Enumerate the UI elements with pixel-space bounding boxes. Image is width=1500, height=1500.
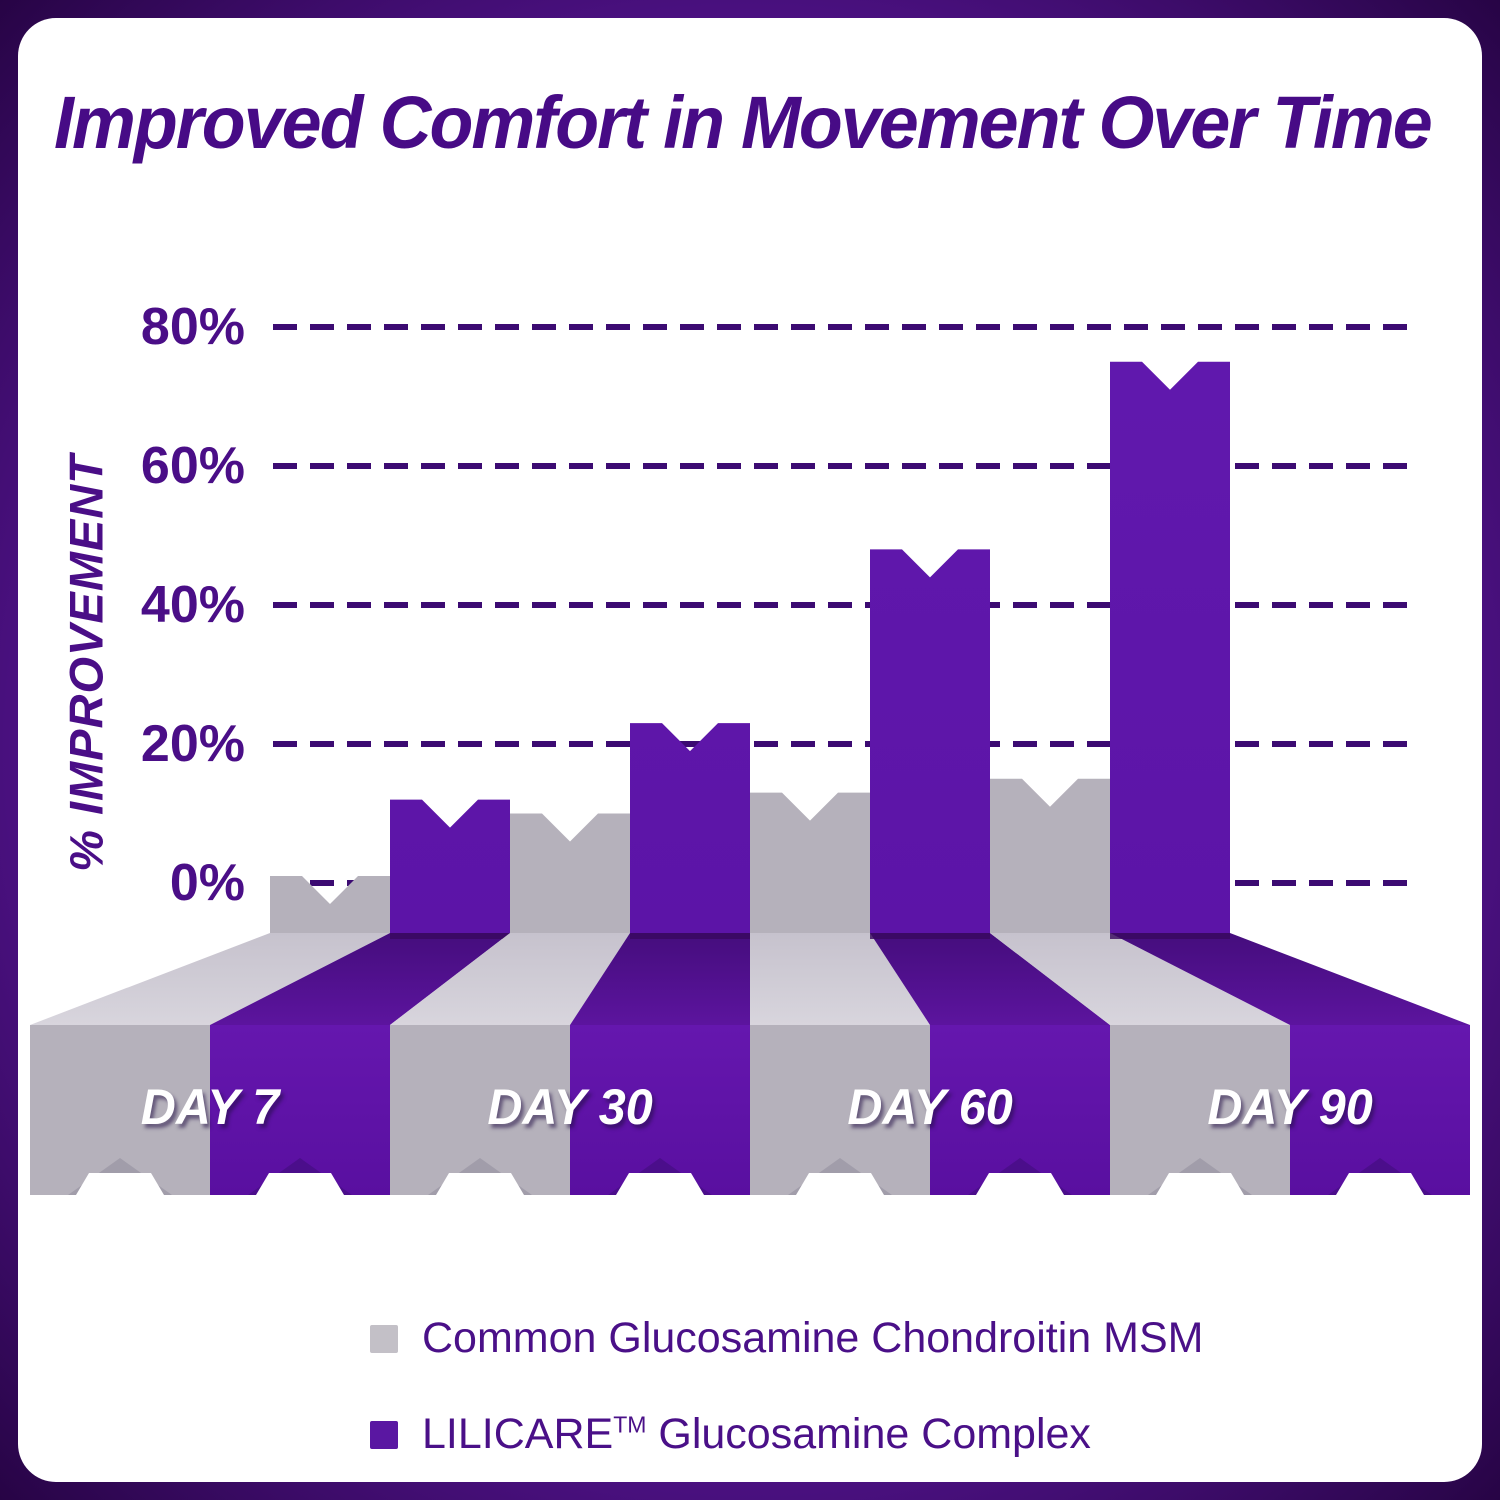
front-purple-1-cut xyxy=(616,1173,704,1195)
legend-brand-name: LILICARE xyxy=(422,1410,614,1458)
front-gray-1-cut xyxy=(436,1173,524,1195)
x-category-day-90: DAY 90 xyxy=(1207,1079,1373,1135)
y-tick-60: 60% xyxy=(140,437,245,495)
legend-item-lilicare: LILICARETM Glucosamine Complex xyxy=(370,1410,1203,1459)
y-tick-40: 40% xyxy=(140,576,245,634)
seam-purple-3 xyxy=(1110,931,1230,939)
front-purple-3-cut xyxy=(1336,1173,1424,1195)
seam-purple-2 xyxy=(870,931,990,939)
front-gray-0-cut xyxy=(76,1173,164,1195)
y-tick-20: 20% xyxy=(140,715,245,773)
legend-label-lilicare: LILICARETM Glucosamine Complex xyxy=(422,1410,1091,1459)
front-purple-2-cut xyxy=(976,1173,1064,1195)
ribbon-purple-0 xyxy=(210,933,510,1025)
legend: Common Glucosamine Chondroitin MSM LILIC… xyxy=(370,1314,1203,1459)
bar-gray-2 xyxy=(750,792,870,933)
bar-purple-1 xyxy=(630,723,750,933)
x-category-day-60: DAY 60 xyxy=(847,1079,1013,1135)
y-tick-0: 0% xyxy=(169,854,245,912)
seam-purple-0 xyxy=(390,931,510,939)
ribbon-purple-2 xyxy=(870,933,1110,1025)
bar-purple-3 xyxy=(1110,361,1230,933)
legend-brand-rest: Glucosamine Complex xyxy=(646,1410,1091,1458)
bar-gray-0 xyxy=(270,876,390,933)
bar-gray-1 xyxy=(510,813,630,933)
bar-purple-2 xyxy=(870,549,990,933)
ribbon-purple-3 xyxy=(1110,933,1470,1025)
x-category-day-30: DAY 30 xyxy=(487,1079,653,1135)
front-gray-3-cut xyxy=(1156,1173,1244,1195)
legend-label-common: Common Glucosamine Chondroitin MSM xyxy=(422,1314,1204,1362)
front-purple-0-cut xyxy=(256,1173,344,1195)
y-axis-label: % IMPROVEMENT xyxy=(59,454,113,872)
ribbon-gray-1 xyxy=(390,933,630,1025)
front-gray-2-cut xyxy=(796,1173,884,1195)
ribbon-gray-3 xyxy=(990,933,1290,1025)
x-category-day-7: DAY 7 xyxy=(140,1079,280,1135)
seam-purple-1 xyxy=(630,931,750,939)
legend-swatch-gray xyxy=(370,1324,398,1353)
bar-purple-0 xyxy=(390,799,510,933)
ribbon-purple-1 xyxy=(570,933,750,1025)
page-title: Improved Comfort in Movement Over Time xyxy=(54,81,1433,164)
legend-item-common: Common Glucosamine Chondroitin MSM xyxy=(370,1314,1203,1363)
trademark-symbol: TM xyxy=(613,1411,647,1438)
legend-swatch-purple xyxy=(370,1420,398,1449)
bar-gray-3 xyxy=(990,778,1110,933)
y-tick-80: 80% xyxy=(140,298,245,356)
ribbon-gray-0 xyxy=(30,933,390,1025)
